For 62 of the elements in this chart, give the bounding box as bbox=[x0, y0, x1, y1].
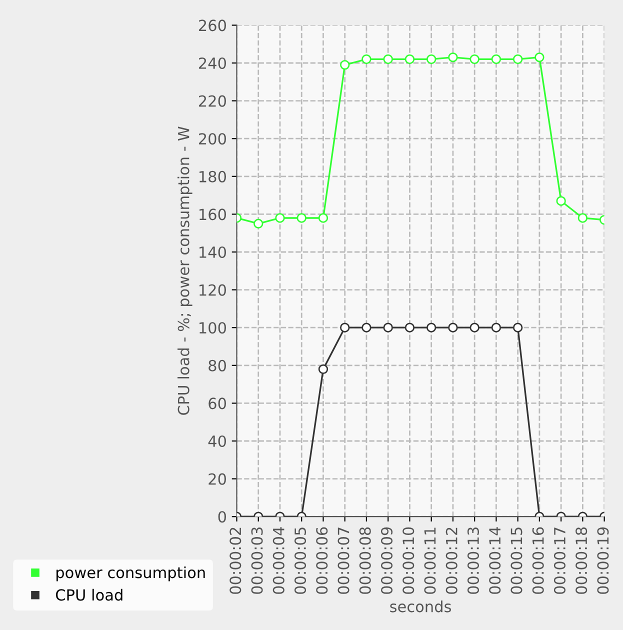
y-tick-label: 60 bbox=[208, 398, 226, 410]
point bbox=[578, 213, 588, 223]
x-axis-title: seconds bbox=[390, 600, 451, 612]
point bbox=[534, 52, 544, 62]
point bbox=[362, 322, 372, 332]
x-tick-label: 00:00:13 bbox=[467, 528, 480, 594]
point bbox=[470, 322, 480, 332]
point bbox=[318, 364, 328, 374]
point bbox=[254, 218, 264, 229]
point bbox=[275, 213, 285, 223]
y-tick-label: 220 bbox=[198, 95, 226, 107]
x-tick-label: 00:00:08 bbox=[359, 527, 371, 594]
x-tick-label: 00:00:11 bbox=[424, 528, 436, 594]
y-tick-label: 160 bbox=[200, 208, 226, 220]
y-tick-label: 260 bbox=[198, 20, 226, 32]
y-tick-label: 180 bbox=[200, 170, 226, 182]
x-tick-label: 00:00:06 bbox=[316, 527, 328, 594]
point bbox=[318, 213, 328, 223]
point bbox=[383, 54, 393, 64]
y-tick-label: 0 bbox=[218, 511, 226, 523]
point bbox=[470, 54, 480, 64]
point bbox=[383, 322, 393, 332]
y-tick-label: 40 bbox=[208, 435, 226, 448]
y-tick-label: 80 bbox=[208, 360, 226, 372]
x-tick-label: 00:00:07 bbox=[338, 528, 350, 594]
point bbox=[512, 322, 523, 332]
x-tick-label: 00:00:02 bbox=[230, 528, 242, 594]
x-tick-label: 00:00:03 bbox=[251, 528, 263, 594]
point bbox=[426, 322, 436, 332]
point bbox=[491, 54, 502, 64]
x-tick-label: 00:00:16 bbox=[532, 527, 544, 594]
y-axis-title: CPU load - %; power consumption - W bbox=[178, 126, 192, 415]
x-tick-label: 00:00:18 bbox=[576, 527, 588, 594]
y-tick-label: 100 bbox=[200, 322, 226, 334]
point bbox=[340, 60, 350, 70]
point bbox=[404, 54, 415, 64]
x-tick-label: 00:00:19 bbox=[597, 527, 609, 594]
x-tick-label: 00:00:15 bbox=[510, 528, 522, 594]
y-tick-label: 200 bbox=[198, 133, 226, 145]
x-tick-label: 00:00:17 bbox=[554, 528, 566, 594]
x-tick-label: 00:00:10 bbox=[402, 527, 414, 594]
point bbox=[556, 196, 566, 206]
point bbox=[448, 322, 458, 332]
x-tick-label: 00:00:04 bbox=[272, 527, 284, 594]
point bbox=[512, 54, 523, 64]
y-tick-label: 20 bbox=[208, 473, 226, 485]
point bbox=[491, 322, 502, 332]
point bbox=[296, 213, 306, 223]
legend-label: CPU load bbox=[56, 588, 122, 601]
x-tick-label: 00:00:12 bbox=[446, 528, 458, 594]
x-tick-label: 00:00:05 bbox=[294, 528, 306, 594]
y-tick-label: 140 bbox=[200, 246, 226, 258]
y-tick-label: 240 bbox=[198, 57, 226, 70]
point bbox=[448, 52, 458, 62]
legend-label: power consumption bbox=[56, 566, 205, 582]
x-tick-label: 00:00:14 bbox=[489, 527, 501, 594]
point bbox=[362, 54, 372, 64]
x-tick-label: 00:00:09 bbox=[380, 527, 393, 594]
point bbox=[426, 54, 436, 64]
point bbox=[404, 322, 415, 332]
point bbox=[340, 322, 350, 332]
y-tick-label: 120 bbox=[200, 284, 226, 296]
